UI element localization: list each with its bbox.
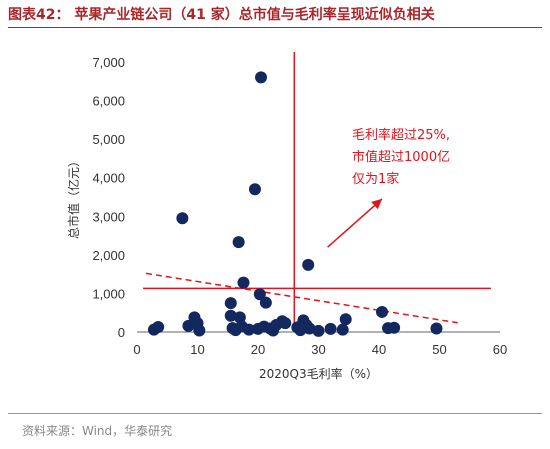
- y-tick-label: 5,000: [92, 132, 125, 147]
- scatter-chart: 0 1,000 2,000 3,000 4,000 5,000 6,000 7,000 0 10…: [66, 52, 507, 381]
- x-tick-label: 20: [251, 342, 265, 357]
- data-point: [336, 323, 349, 336]
- y-axis-label: 总市值（亿元）: [66, 155, 81, 239]
- annotation-arrow: [327, 198, 383, 248]
- data-point: [388, 321, 401, 334]
- arrow-shaft: [327, 198, 383, 248]
- x-axis-label: 2020Q3毛利率（%）: [259, 366, 378, 381]
- y-tick-label: 1,000: [92, 286, 125, 301]
- x-tick-label: 0: [133, 342, 140, 357]
- source-note: 资料来源：Wind，华泰研究: [22, 424, 173, 438]
- y-tick-label: 2,000: [92, 248, 125, 263]
- annotation-line: 仅为1家: [352, 171, 399, 187]
- x-axis-ticks: 0 10 20 30 40 50 60: [133, 342, 507, 357]
- x-tick-label: 60: [493, 342, 507, 357]
- data-point: [248, 183, 261, 196]
- x-tick-label: 50: [432, 342, 446, 357]
- title-divider: [8, 27, 542, 28]
- data-point: [182, 319, 195, 332]
- data-point: [193, 324, 206, 337]
- data-points: [147, 71, 443, 337]
- y-tick-label: 6,000: [92, 94, 125, 109]
- trend-line: [145, 272, 458, 324]
- x-tick-label: 10: [190, 342, 204, 357]
- y-tick-label: 0: [118, 325, 125, 340]
- data-point: [339, 313, 352, 326]
- y-tick-label: 3,000: [92, 209, 125, 224]
- arrow-head: [371, 198, 383, 210]
- data-point: [312, 324, 325, 337]
- data-point: [237, 276, 250, 289]
- x-tick-label: 30: [311, 342, 325, 357]
- y-tick-label: 7,000: [92, 55, 125, 70]
- data-point: [259, 296, 272, 309]
- source-divider: [8, 413, 542, 414]
- data-point: [232, 236, 245, 249]
- data-point: [255, 71, 268, 84]
- data-point: [224, 309, 237, 322]
- data-point: [276, 315, 289, 328]
- annotation-line: 市值超过1000亿: [352, 149, 450, 165]
- figure-title: 图表42： 苹果产业链公司（41 家）总市值与毛利率呈现近似负相关: [8, 7, 435, 23]
- x-tick-label: 40: [372, 342, 386, 357]
- data-point: [176, 212, 189, 225]
- data-point: [376, 305, 389, 318]
- data-point: [152, 320, 165, 333]
- data-point: [253, 288, 266, 301]
- data-point: [324, 322, 337, 335]
- data-point: [303, 322, 316, 335]
- data-point: [302, 258, 315, 271]
- data-point: [430, 322, 443, 335]
- data-point: [242, 323, 255, 336]
- annotation-line: 毛利率超过25%,: [352, 127, 450, 143]
- data-point: [224, 297, 237, 310]
- y-tick-label: 4,000: [92, 171, 125, 186]
- y-axis-ticks: 0 1,000 2,000 3,000 4,000 5,000 6,000 7,000: [92, 55, 125, 340]
